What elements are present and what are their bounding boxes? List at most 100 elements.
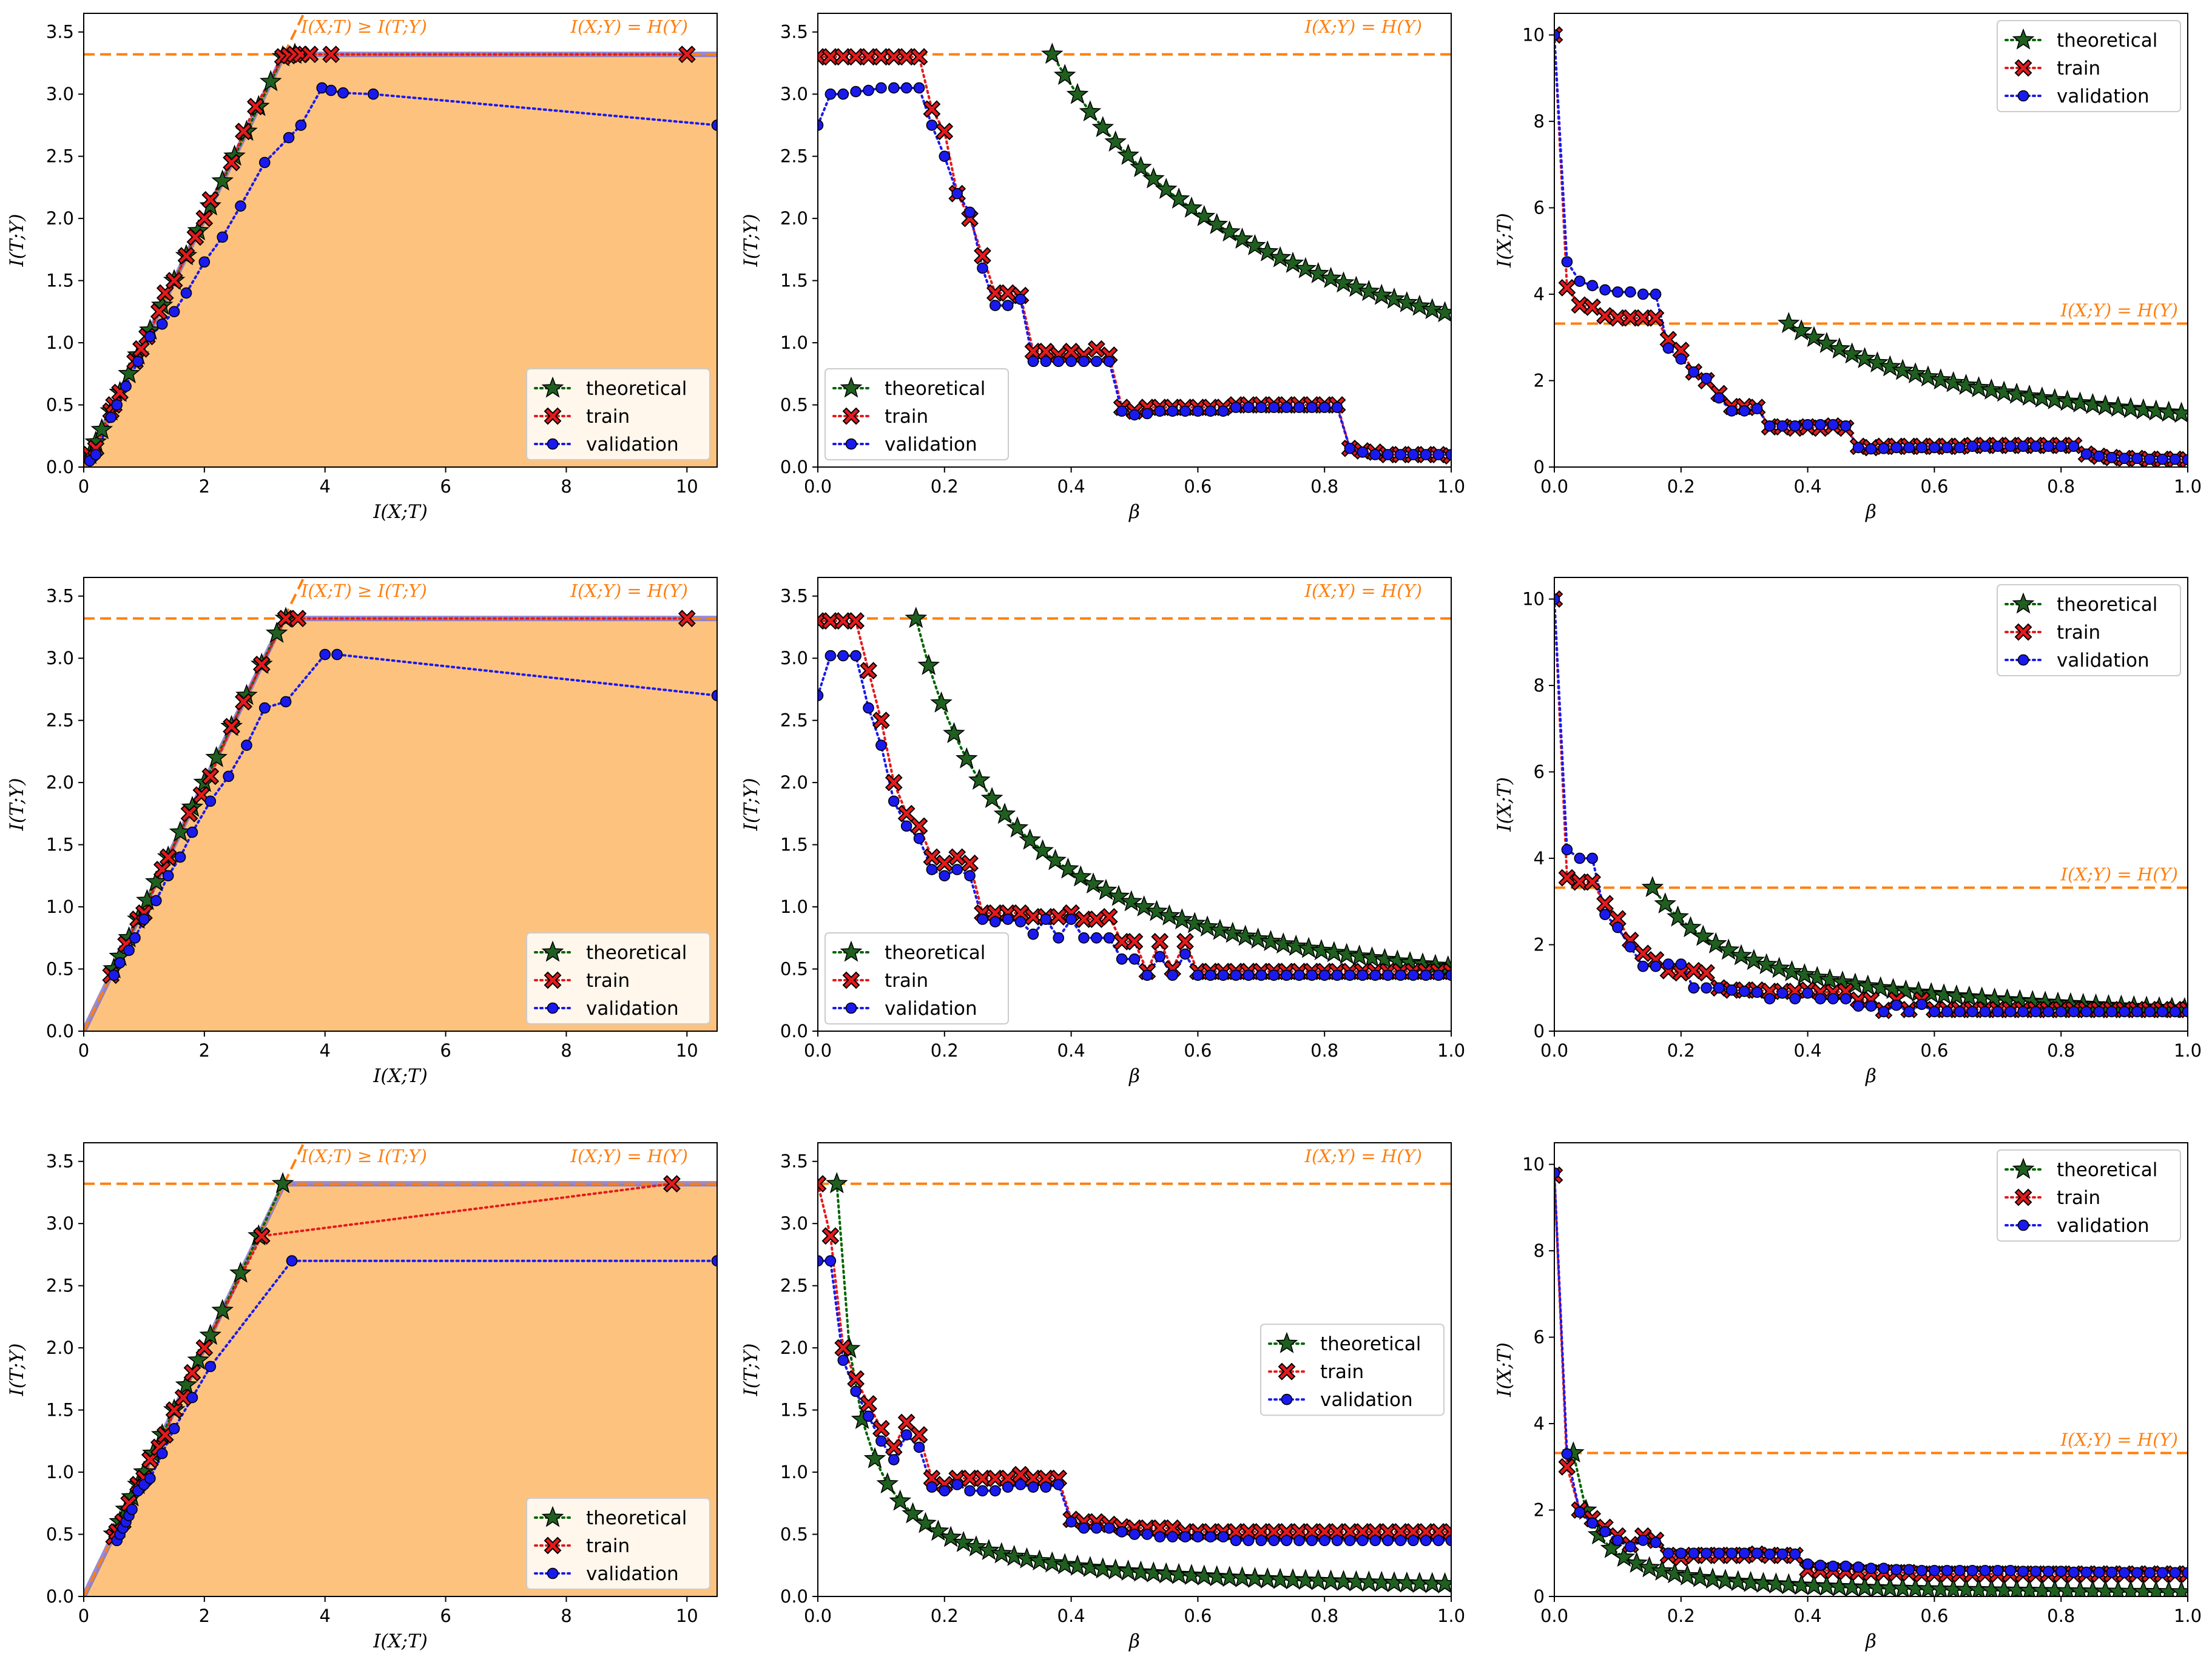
marker-theoretical	[1869, 976, 1892, 998]
marker-theoretical	[1006, 816, 1029, 838]
series-markers-validation	[818, 1255, 1451, 1547]
series-line-theoretical	[1787, 322, 2183, 415]
marker-validation	[1408, 969, 1419, 981]
marker-theoretical	[1155, 1562, 1178, 1584]
y-axis-label: I(T;Y)	[6, 778, 28, 832]
plot-area	[1554, 590, 2188, 1020]
legend-label-train: train	[586, 1535, 630, 1557]
marker-theoretical	[1003, 1544, 1025, 1566]
y-tick-label: 1.0	[780, 1462, 808, 1482]
marker-theoretical	[889, 1489, 912, 1511]
marker-validation	[1230, 1535, 1242, 1547]
x-axis-label: β	[1128, 501, 1140, 523]
marker-theoretical	[1638, 1556, 1661, 1578]
marker-validation	[888, 795, 900, 807]
marker-train	[663, 1175, 681, 1193]
marker-validation	[337, 87, 349, 99]
plot-frame	[1554, 577, 2188, 1032]
marker-theoretical	[1752, 1572, 1775, 1593]
marker-validation	[2131, 452, 2143, 465]
y-tick-label: 4	[1534, 848, 1545, 869]
marker-theoretical	[1806, 966, 1829, 987]
marker-validation	[837, 650, 849, 662]
marker-validation	[1903, 1564, 1915, 1576]
marker-theoretical	[1218, 220, 1241, 242]
y-tick-label: 3.0	[780, 648, 808, 668]
marker-validation	[1776, 1548, 1789, 1560]
marker-validation	[1612, 1535, 1624, 1546]
marker-train	[1100, 908, 1118, 926]
marker-validation	[331, 648, 343, 661]
marker-train	[223, 153, 241, 172]
marker-validation	[1599, 909, 1611, 920]
marker-validation	[1675, 958, 1687, 970]
marker-validation	[939, 870, 951, 882]
marker-theoretical	[1374, 947, 1396, 969]
marker-validation	[990, 916, 1001, 927]
x-tick-label: 0.8	[1310, 476, 1338, 497]
marker-validation	[1116, 405, 1128, 417]
marker-validation	[1255, 402, 1267, 413]
marker-theoretical	[1281, 252, 1304, 273]
marker-train	[1608, 910, 1627, 928]
series-markers-theoretical	[826, 1172, 1451, 1593]
legend-marker-theoretical	[2012, 28, 2035, 50]
legend-marker-theoretical	[840, 376, 863, 398]
marker-validation	[1420, 449, 1432, 460]
legend-marker-train	[544, 1536, 562, 1555]
legend-marker-validation	[845, 438, 857, 450]
marker-validation	[1701, 982, 1712, 994]
x-tick-label: 0.0	[1540, 476, 1568, 497]
marker-validation	[1624, 286, 1636, 298]
marker-validation	[156, 1448, 168, 1459]
marker-validation	[913, 1441, 925, 1453]
marker-validation	[964, 206, 976, 218]
hy-annotation: I(X;Y) = H(Y)	[1304, 580, 1422, 601]
marker-validation	[2131, 1567, 2143, 1579]
marker-validation	[367, 88, 379, 100]
hy-annotation: I(X;Y) = H(Y)	[2060, 300, 2178, 320]
y-tick-label: 2	[1534, 1500, 1545, 1521]
x-tick-label: 8	[561, 476, 572, 497]
marker-validation	[1713, 982, 1725, 994]
x-tick-label: 1.0	[1437, 1040, 1465, 1061]
chart-panel-beta-row2: 0.0 0.2 0.4 0.6 0.8 1.0 0.0 0.5 1.0 1.5 2.0 2.5 3.0 3…	[740, 577, 1465, 1087]
marker-validation	[1357, 446, 1369, 458]
marker-theoretical	[1104, 130, 1127, 152]
marker-validation	[1815, 993, 1826, 1004]
marker-validation	[1103, 1522, 1115, 1534]
marker-theoretical	[1818, 968, 1841, 990]
marker-validation	[1979, 1564, 1991, 1576]
marker-validation	[1293, 402, 1305, 413]
marker-theoretical	[1613, 1546, 1636, 1567]
marker-train	[678, 610, 696, 628]
marker-train	[860, 662, 877, 680]
marker-validation	[2182, 454, 2188, 466]
marker-validation	[1738, 1547, 1750, 1559]
legend-marker-train	[2014, 1188, 2032, 1206]
marker-theoretical	[2056, 389, 2079, 411]
marker-validation	[1192, 405, 1204, 417]
marker-validation	[144, 331, 156, 343]
x-axis-label: I(X;T)	[373, 1065, 428, 1087]
marker-validation	[156, 318, 168, 330]
y-tick-label: 0.0	[46, 1021, 74, 1041]
marker-theoretical	[169, 820, 192, 842]
marker-theoretical	[1434, 1572, 1451, 1593]
y-tick-label: 0.0	[780, 1021, 808, 1041]
marker-train	[910, 1426, 928, 1444]
marker-validation	[1554, 593, 1560, 605]
marker-validation	[2068, 440, 2080, 452]
marker-validation	[1624, 1541, 1636, 1553]
x-tick-label: 0.0	[804, 1606, 832, 1626]
marker-theoretical	[1727, 1570, 1750, 1592]
y-tick-label: 10	[1522, 1154, 1545, 1175]
marker-validation	[1764, 420, 1776, 432]
marker-validation	[824, 88, 837, 100]
marker-theoretical	[199, 194, 222, 216]
marker-validation	[1941, 1564, 1953, 1576]
marker-theoretical	[265, 621, 288, 643]
y-tick-label: 0	[1534, 1021, 1545, 1041]
marker-validation	[1966, 1006, 1978, 1018]
y-tick-label: 2.0	[780, 772, 808, 793]
